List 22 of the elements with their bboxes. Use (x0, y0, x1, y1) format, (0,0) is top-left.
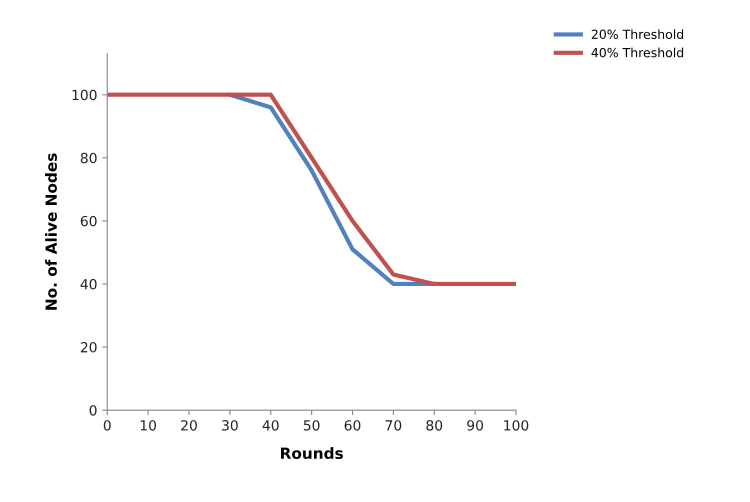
y-axis-title: No. of Alive Nodes (45, 153, 57, 310)
y-tick-label: 20 (80, 342, 97, 353)
x-tick-label: 30 (222, 420, 238, 431)
line-series (107, 92, 516, 286)
x-tick-label: 0 (104, 420, 111, 431)
y-tick-label: 0 (90, 405, 97, 416)
x-axis-title: Rounds (281, 447, 343, 460)
y-tick-label: 100 (72, 90, 97, 100)
x-tick-label: 20 (181, 420, 197, 431)
y-tick-label: 80 (80, 152, 97, 164)
x-tick-label: 10 (140, 420, 156, 431)
x-tick-label: 40 (262, 420, 279, 431)
legend-label: 20% Threshold (592, 29, 684, 39)
x-tick-label: 80 (426, 420, 442, 431)
x-tick-label: 50 (304, 420, 320, 431)
legend-label: 40% Threshold (591, 48, 684, 58)
x-tick-label: 60 (344, 420, 360, 431)
y-tick-label: 60 (80, 216, 97, 226)
x-tick-label: 90 (467, 420, 484, 431)
y-tick-label: 40 (80, 278, 97, 290)
x-tick-label: 100 (504, 420, 528, 431)
x-tick-label: 70 (386, 420, 402, 431)
